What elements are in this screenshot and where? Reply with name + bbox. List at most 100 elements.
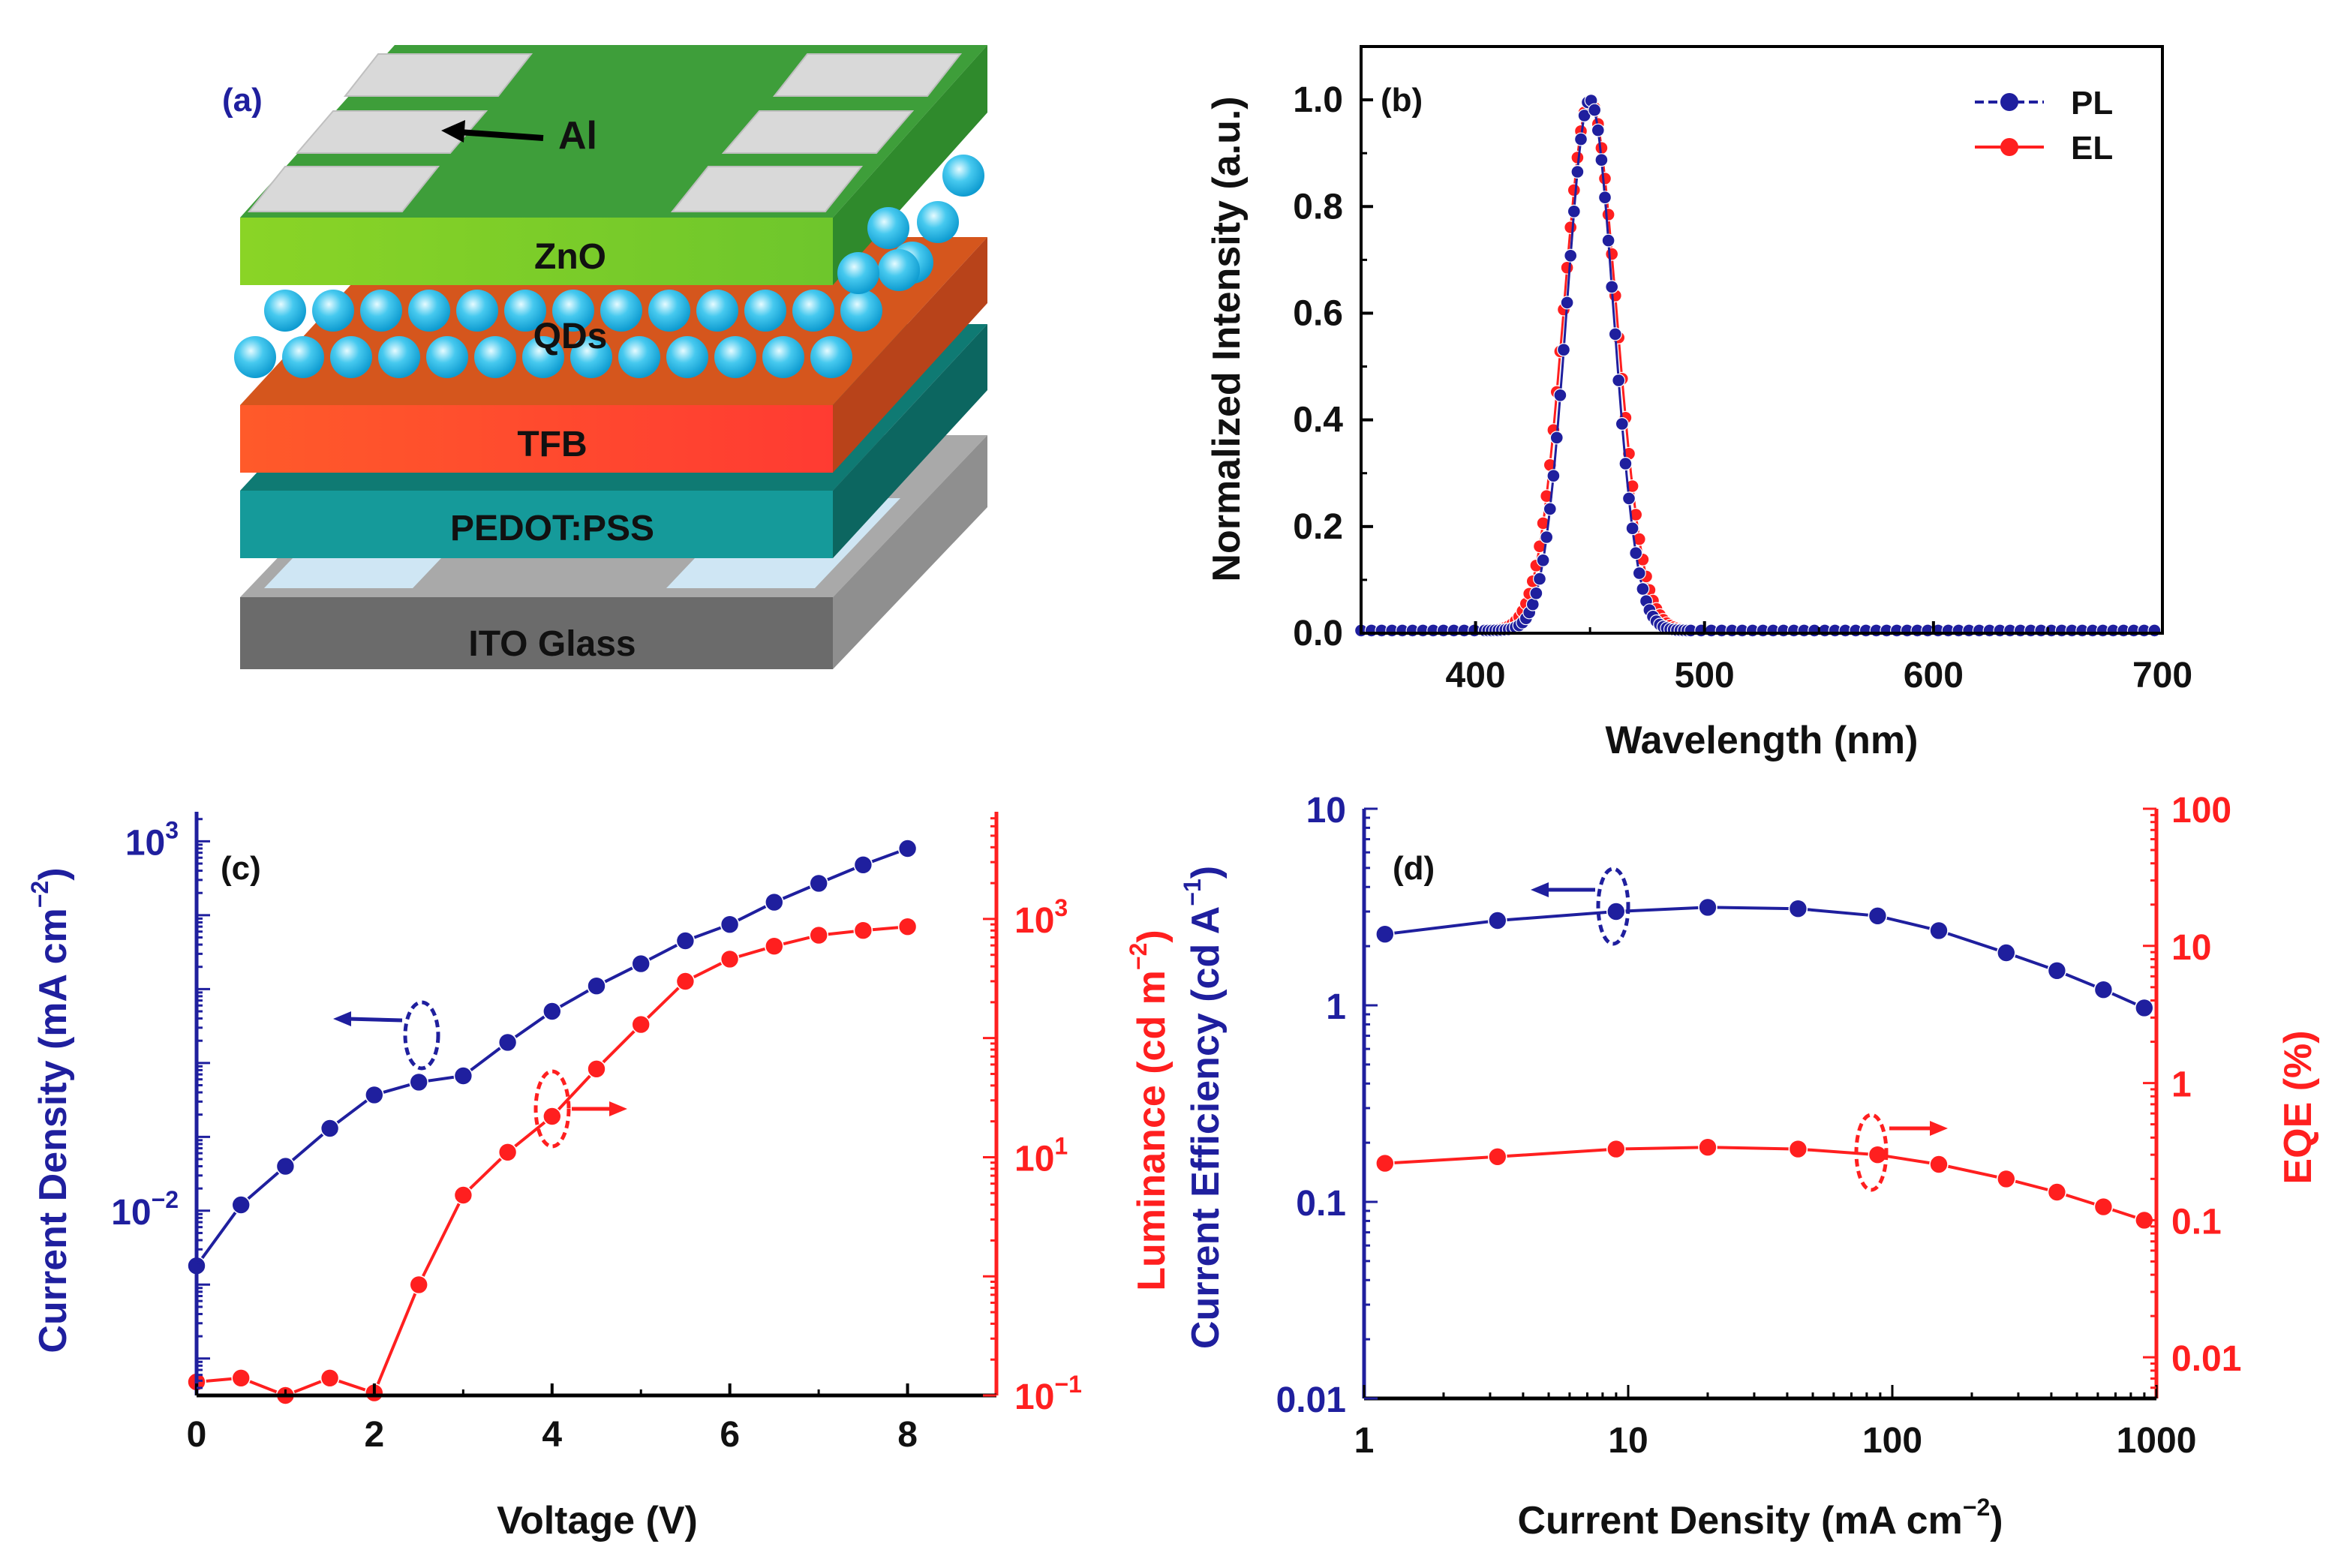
b-point-PL bbox=[1588, 103, 1602, 117]
panel-d-label: (d) bbox=[1393, 850, 1435, 887]
b-point-EL bbox=[1629, 507, 1643, 521]
b-point-PL bbox=[1598, 191, 1612, 205]
ito-label: ITO Glass bbox=[468, 624, 636, 664]
panel-c-plot-area bbox=[187, 839, 918, 1405]
d-point-1-0 bbox=[1375, 1153, 1395, 1173]
c-point-0-12 bbox=[720, 915, 740, 934]
b-markers-PL bbox=[1354, 93, 2162, 638]
c-point-1-15 bbox=[853, 921, 873, 940]
b-ytick-label-0: 0.0 bbox=[1293, 614, 1343, 653]
b-ytick-label-2: 0.4 bbox=[1293, 401, 1343, 440]
al-label: Al bbox=[558, 114, 597, 158]
panel-d-efficiency: 1 10 100 1000 10 1 0.1 0.01 100 10 1 0.1 0.01 (d) Cu… bbox=[1179, 791, 2320, 1542]
panel-b-plot-area bbox=[1354, 93, 2162, 638]
qds-label: QDs bbox=[533, 317, 608, 356]
b-point-PL bbox=[1529, 586, 1543, 600]
panel-d-x-axis-label: Current Density (mA cm−2) bbox=[1517, 1494, 2003, 1542]
b-point-PL bbox=[1553, 388, 1567, 402]
al-arrow-head bbox=[441, 120, 465, 143]
panel-c-right-axis-label-sup: −2 bbox=[1125, 943, 1152, 970]
d-xtick-label-3: 1000 bbox=[2117, 1421, 2197, 1461]
c-point-1-14 bbox=[809, 925, 828, 945]
quantum-dot-1 bbox=[282, 336, 324, 378]
c-point-1-1 bbox=[231, 1368, 251, 1388]
panel-c-label: (c) bbox=[221, 850, 261, 887]
c-xtick-label-4: 4 bbox=[542, 1415, 562, 1455]
c-point-1-7 bbox=[497, 1143, 518, 1162]
panel-b-x-axis-label: Wavelength (nm) bbox=[1606, 719, 1919, 762]
panel-b-legend: PL EL bbox=[1975, 85, 2113, 167]
c-point-1-10 bbox=[631, 1014, 651, 1035]
c-point-0-16 bbox=[897, 839, 918, 858]
ito-side-face bbox=[833, 435, 987, 669]
legend-label-EL: EL bbox=[2071, 130, 2113, 167]
b-point-PL bbox=[1608, 327, 1622, 341]
pedot-side-face bbox=[833, 324, 987, 558]
c-point-1-5 bbox=[409, 1275, 429, 1295]
quantum-dot-14 bbox=[312, 290, 354, 332]
c-right-tick-label-1-base: 10 bbox=[1014, 1139, 1054, 1179]
b-point-PL bbox=[1574, 132, 1588, 146]
b-point-PL bbox=[1540, 530, 1554, 544]
quantum-dot-17 bbox=[456, 290, 498, 332]
c-right-tick-label-1-exp: 1 bbox=[1054, 1132, 1068, 1159]
b-point-EL bbox=[1564, 221, 1578, 235]
d-point-0-3 bbox=[1698, 897, 1717, 918]
panel-b-spectra: 400 500 600 700 0.0 0.2 0.4 0.6 0.8 1.0 (b) Wavel… bbox=[1205, 45, 2192, 762]
c-right-tick-label-2-base: 10 bbox=[1014, 901, 1054, 941]
b-markers-EL bbox=[1354, 93, 2162, 638]
al-arrow bbox=[441, 120, 544, 143]
c-left-tick-label-0-base: 10 bbox=[111, 1193, 151, 1233]
quantum-dot-9 bbox=[666, 336, 708, 378]
c-left-tick-label-1: 103 bbox=[125, 816, 179, 863]
quantum-dot-edge-3 bbox=[878, 249, 920, 291]
d-red-arrow-head bbox=[1930, 1121, 1948, 1136]
d-right-tick-label-0: 100 bbox=[2171, 791, 2231, 831]
b-point-PL bbox=[1525, 597, 1540, 611]
panel-b-frame bbox=[1360, 45, 2164, 635]
panel-c-right-axis-label: Luminance (cd m−2) bbox=[1125, 930, 1174, 1290]
quantum-dot-6 bbox=[522, 336, 564, 378]
panel-a-device-structure: (a) ITO Glass PEDOT:PSS TFB QDs bbox=[222, 45, 987, 669]
quantum-dot-18 bbox=[504, 290, 546, 332]
b-xtick-label-500: 500 bbox=[1675, 656, 1735, 695]
c-red-arrow-head bbox=[609, 1101, 627, 1116]
d-point-0-7 bbox=[1997, 943, 2016, 963]
b-ytick-label-3: 0.6 bbox=[1293, 293, 1343, 333]
quantum-dot-2 bbox=[330, 336, 372, 378]
d-point-0-6 bbox=[1929, 921, 1949, 941]
panel-d-x-axis-label-sup: −2 bbox=[1963, 1494, 1990, 1521]
quantum-dot-10 bbox=[714, 336, 756, 378]
c-point-1-13 bbox=[765, 936, 784, 956]
quantum-dot-22 bbox=[696, 290, 738, 332]
b-point-PL bbox=[1605, 280, 1619, 294]
d-point-1-5 bbox=[1868, 1145, 1888, 1164]
quantum-dot-11 bbox=[762, 336, 804, 378]
quantum-dot-7 bbox=[570, 336, 612, 378]
c-point-0-1 bbox=[231, 1195, 251, 1215]
c-right-tick-label-2: 103 bbox=[1014, 894, 1068, 941]
c-point-1-12 bbox=[720, 949, 740, 969]
b-xtick-label-400: 400 bbox=[1446, 656, 1506, 695]
panel-d-left-axis-label-sup: −1 bbox=[1179, 879, 1206, 906]
quantum-dot-8 bbox=[618, 336, 660, 378]
c-point-1-9 bbox=[587, 1059, 606, 1079]
d-point-0-2 bbox=[1606, 902, 1626, 921]
legend-marker-PL bbox=[2000, 93, 2018, 111]
quantum-dot-13 bbox=[264, 290, 306, 332]
d-point-0-0 bbox=[1375, 924, 1395, 944]
panel-c-left-axis-label-main: Current Density (mA cm bbox=[32, 908, 75, 1353]
c-left-tick-label-1-exp: 3 bbox=[165, 816, 179, 843]
tfb-front-face bbox=[240, 405, 833, 473]
c-xtick-label-6: 6 bbox=[720, 1415, 740, 1455]
quantum-dots-right-edge bbox=[837, 155, 984, 294]
b-point-PL bbox=[1636, 581, 1650, 596]
quantum-dot-21 bbox=[648, 290, 690, 332]
b-xtick-label-600: 600 bbox=[1904, 656, 1964, 695]
c-point-1-6 bbox=[453, 1185, 473, 1205]
panel-c-left-axis-label-tail: ) bbox=[32, 867, 75, 880]
panel-d-left-axis-label-tail: ) bbox=[1184, 866, 1228, 879]
quantum-dot-24 bbox=[792, 290, 834, 332]
quantum-dot-25 bbox=[840, 290, 882, 332]
